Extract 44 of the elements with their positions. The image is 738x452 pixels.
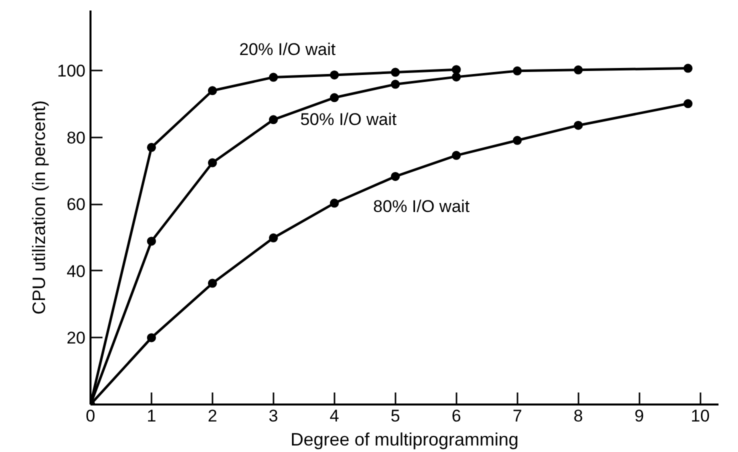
x-tick-label: 10	[690, 406, 710, 426]
x-tick-label: 7	[512, 406, 522, 426]
x-tick-label: 2	[208, 406, 218, 426]
point	[268, 115, 278, 124]
y-tick-label: 80	[66, 128, 86, 148]
point	[146, 236, 156, 246]
point	[684, 99, 693, 108]
y-tick-label: 40	[66, 262, 86, 281]
point	[146, 333, 156, 342]
point	[208, 158, 217, 168]
point	[208, 86, 217, 96]
point	[330, 93, 339, 102]
point	[146, 142, 156, 152]
point	[330, 70, 339, 80]
x-tick-label: 1	[146, 406, 156, 426]
point	[390, 172, 400, 181]
point	[330, 198, 339, 208]
y-axis-title: CPU utilization (in percent)	[29, 100, 50, 315]
point	[684, 64, 693, 73]
point	[390, 68, 400, 77]
point	[452, 72, 461, 82]
x-tick-label: 3	[268, 406, 278, 426]
series-label: 50% I/O wait	[300, 110, 397, 130]
point	[268, 72, 278, 82]
x-tick-label: 5	[390, 406, 400, 426]
x-tick-label: 8	[574, 406, 584, 426]
x-tick-label: 6	[452, 406, 462, 426]
x-tick-label: 9	[634, 406, 644, 426]
x-axis-title: Degree of multiprogramming	[290, 430, 519, 450]
point	[452, 150, 461, 160]
x-tick-label: 0	[86, 406, 96, 426]
y-tick-label: 60	[66, 195, 86, 214]
point	[512, 136, 522, 145]
y-tick-label: 100	[57, 62, 86, 81]
point	[512, 66, 522, 76]
point	[390, 80, 400, 89]
series-label: 80% I/O wait	[373, 196, 470, 216]
point	[268, 233, 278, 242]
point	[574, 65, 583, 74]
series-label: 20% I/O wait	[239, 40, 336, 59]
point	[208, 278, 217, 288]
point	[574, 120, 583, 130]
x-tick-label: 4	[330, 406, 340, 426]
y-tick-label: 20	[66, 328, 86, 348]
